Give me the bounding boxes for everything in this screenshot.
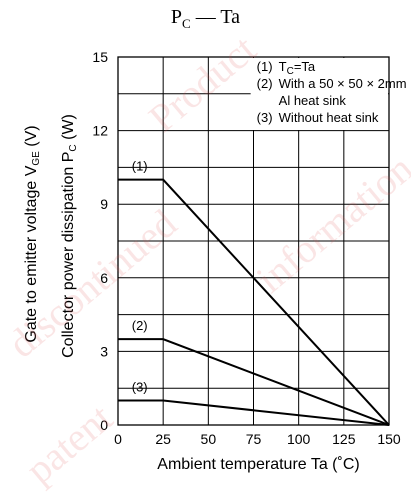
y-tick-label: 15 [92,49,108,65]
series-label-3: (3) [132,379,148,394]
x-tick-label: 125 [332,431,356,447]
legend-num-2: (2) [257,76,273,91]
plot-frame [117,56,390,426]
y-tick-label: 12 [92,123,108,139]
series-label-1: (1) [132,159,148,174]
x-tick-label: 150 [377,431,401,447]
y-tick-label: 0 [100,417,108,433]
legend-text-2: With a 50 × 50 × 2mm [279,76,407,91]
series-line-3 [118,399,390,426]
chart-title: PC — Ta [170,6,241,31]
y-axis-label-inner: Collector power dissipation PC (W) [60,114,79,358]
y-tick-label: 9 [100,196,108,212]
legend-text-3: Al heat sink [279,93,347,108]
pc-ta-chart: 0 25 50 75 100 125 150 0 3 6 9 12 15 (1) (2) (3) (1) TC=T… [23,49,407,473]
x-tick-label: 100 [287,431,311,447]
x-tick-label: 50 [201,431,217,447]
legend-text-1: TC=Ta [279,59,316,77]
x-axis-label: Ambient temperature Ta (˚C) [157,456,359,473]
series-line-1 [118,178,390,426]
series-line-2 [118,338,390,426]
x-tick-label: 25 [155,431,171,447]
y-tick-label: 6 [100,270,108,286]
y-tick-label: 3 [100,343,108,359]
legend-num-4: (3) [257,110,273,125]
x-tick-label: 0 [114,431,122,447]
legend-box [250,58,388,130]
legend-num-1: (1) [257,59,273,74]
legend-text-4: Without heat sink [279,110,379,125]
y-axis-label-outer: Gate to emitter voltage VGE (V) [23,125,42,342]
x-tick-label: 75 [246,431,262,447]
series-label-2: (2) [132,318,148,333]
